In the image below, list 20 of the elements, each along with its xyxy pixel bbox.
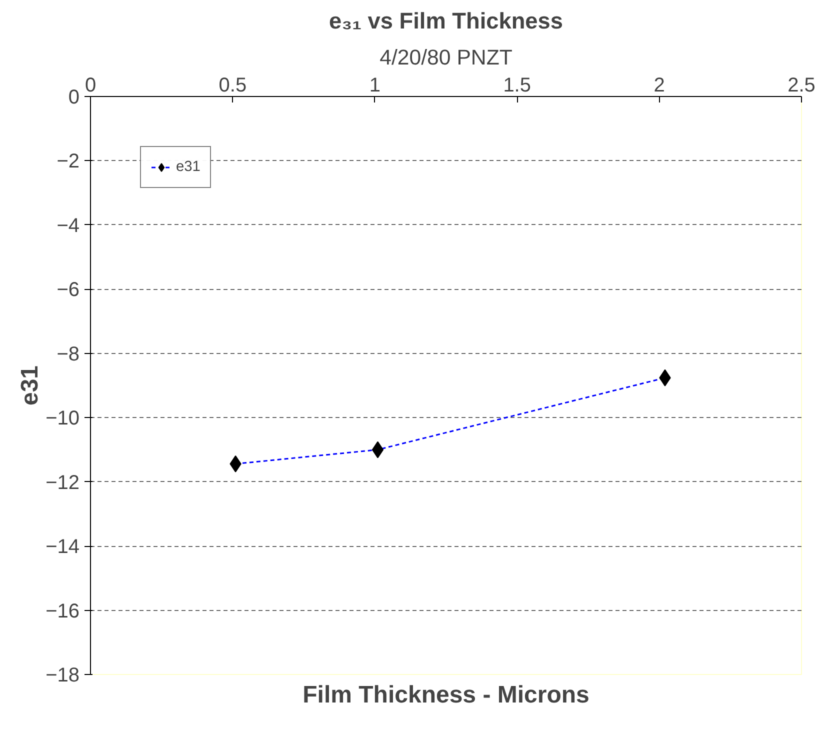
legend-label: e31 <box>176 159 200 175</box>
y-tick-label: −6 <box>56 279 80 302</box>
y-axis-title: e31 <box>16 365 44 406</box>
x-tick-label: 0 <box>84 74 96 96</box>
x-tick-label: 1.5 <box>503 74 532 96</box>
y-tick-label: −16 <box>46 600 80 622</box>
x-tick-label: 0.5 <box>218 74 247 96</box>
chart-subtitle: 4/20/80 PNZT <box>380 46 512 70</box>
x-tick-label: 1 <box>369 74 380 96</box>
y-tick-label: −2 <box>56 150 80 173</box>
y-tick-label: −12 <box>46 472 80 494</box>
y-tick-label: −18 <box>46 664 80 686</box>
x-tick-label: 2.5 <box>788 74 816 96</box>
chart-title: e₃₁ vs Film Thickness <box>329 8 563 34</box>
x-tick-label: 2 <box>654 74 665 96</box>
y-tick-label: −10 <box>46 408 80 430</box>
x-axis-title: Film Thickness - Microns <box>302 682 590 708</box>
y-tick-label: −14 <box>46 536 80 558</box>
y-tick-label: −8 <box>56 343 80 366</box>
y-tick-label: −4 <box>56 214 80 237</box>
